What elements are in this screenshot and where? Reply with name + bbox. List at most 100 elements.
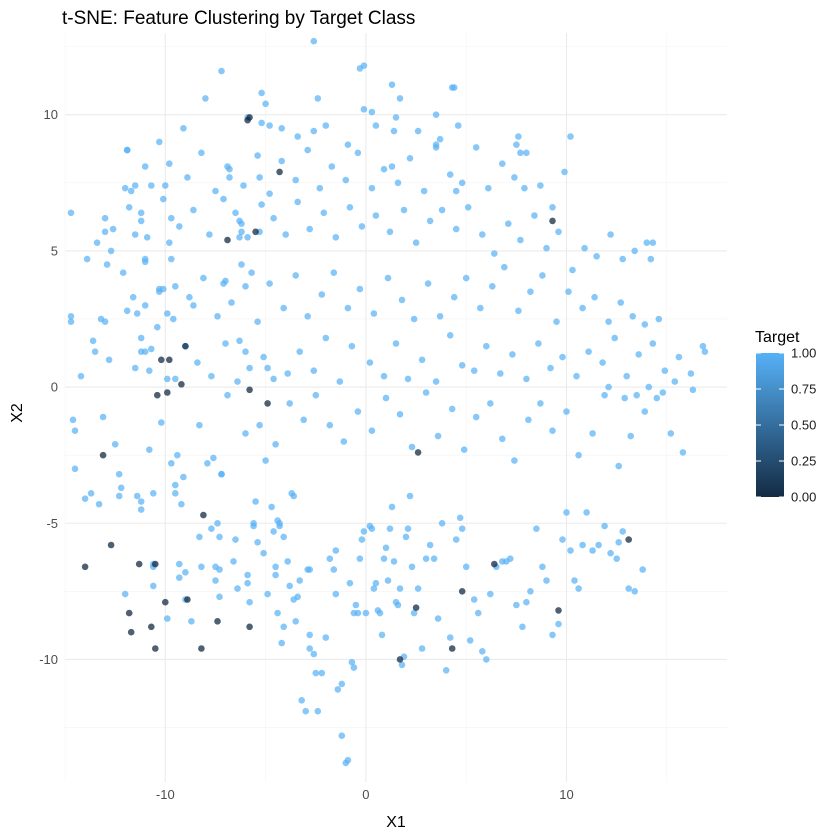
data-point-target-1	[380, 555, 388, 562]
data-point-target-1	[186, 293, 193, 301]
colorbar-tick-label: 0.25	[791, 454, 816, 469]
colorbar-tick-label: 0.75	[791, 382, 816, 397]
data-point-target-1	[507, 555, 514, 562]
data-point-target-1	[254, 152, 261, 159]
data-point-target-1	[380, 372, 388, 380]
data-point-target-1	[306, 225, 314, 233]
data-point-target-1	[368, 184, 376, 192]
data-point-target-1	[338, 732, 346, 739]
data-point-target-1	[368, 108, 376, 116]
data-point-target-1	[176, 574, 183, 581]
data-point-target-1	[599, 359, 606, 366]
data-point-target-1	[414, 585, 422, 592]
data-point-target-1	[312, 669, 320, 677]
data-point-target-1	[633, 391, 640, 399]
data-point-target-1	[236, 337, 243, 345]
data-point-target-1	[601, 391, 608, 399]
data-point-target-1	[252, 498, 259, 505]
data-point-target-1	[246, 364, 253, 372]
data-point-target-0	[99, 451, 107, 459]
data-point-target-1	[631, 588, 638, 595]
data-point-target-1	[398, 661, 406, 669]
data-point-target-1	[188, 618, 195, 625]
data-point-target-1	[196, 533, 203, 541]
data-point-target-1	[182, 569, 189, 576]
data-point-target-1	[268, 503, 275, 511]
data-point-target-1	[141, 348, 149, 356]
data-point-target-1	[212, 577, 219, 584]
data-point-target-1	[168, 460, 175, 467]
data-point-target-1	[330, 269, 338, 277]
data-point-target-0	[154, 391, 161, 399]
data-point-target-1	[655, 315, 663, 323]
data-point-target-1	[133, 492, 141, 500]
data-point-target-1	[671, 378, 679, 385]
data-point-target-1	[115, 470, 123, 478]
data-point-target-1	[276, 520, 283, 527]
data-point-target-1	[454, 122, 462, 129]
data-point-target-1	[390, 558, 398, 565]
data-point-target-1	[358, 536, 366, 543]
data-point-target-1	[625, 585, 632, 592]
y-tick-label: 10	[44, 107, 58, 122]
colorbar-ticks: 1.00 0.75 0.50 0.25 0.00	[756, 346, 816, 505]
data-point-target-1	[198, 563, 205, 571]
data-point-target-1	[99, 413, 107, 421]
data-point-target-1	[278, 639, 286, 647]
data-point-target-1	[242, 283, 249, 290]
data-point-target-1	[312, 391, 320, 399]
data-point-target-1	[107, 247, 115, 255]
data-point-target-1	[410, 609, 418, 617]
data-point-target-1	[366, 359, 374, 366]
data-point-target-1	[206, 231, 213, 238]
data-point-target-1	[619, 255, 626, 263]
data-point-target-1	[438, 520, 446, 527]
data-point-target-1	[226, 174, 233, 181]
data-point-target-1	[607, 549, 614, 557]
data-point-target-1	[338, 680, 346, 688]
data-point-target-1	[523, 598, 530, 606]
data-point-target-1	[292, 272, 300, 279]
data-point-target-1	[158, 419, 165, 426]
data-point-target-1	[143, 234, 151, 241]
data-point-target-1	[583, 509, 590, 516]
data-point-target-1	[67, 313, 75, 320]
data-point-target-1	[242, 430, 249, 437]
data-point-target-1	[190, 302, 197, 309]
data-point-target-1	[190, 206, 197, 214]
data-point-target-1	[601, 522, 608, 530]
data-point-target-1	[653, 394, 661, 402]
data-point-target-0	[549, 217, 556, 225]
data-point-target-1	[119, 269, 127, 277]
colorbar-tick-label: 0.50	[791, 418, 816, 433]
data-point-target-1	[446, 171, 454, 178]
data-point-target-1	[356, 555, 364, 562]
data-point-target-1	[154, 323, 161, 331]
data-point-target-0	[162, 598, 169, 606]
data-point-target-1	[216, 533, 223, 541]
data-point-target-1	[67, 209, 75, 217]
data-point-target-1	[294, 198, 302, 206]
data-point-target-1	[360, 106, 368, 113]
data-point-target-1	[537, 400, 544, 407]
data-point-target-1	[166, 239, 173, 246]
data-point-target-1	[595, 541, 602, 549]
data-point-target-1	[242, 348, 249, 356]
data-point-target-1	[310, 37, 318, 45]
data-point-target-1	[360, 528, 368, 535]
data-point-target-1	[517, 236, 524, 244]
data-point-target-1	[300, 416, 308, 424]
data-point-target-1	[71, 427, 79, 435]
data-point-target-1	[340, 438, 348, 445]
data-point-target-1	[256, 421, 263, 429]
data-point-target-1	[244, 579, 251, 587]
data-point-target-1	[479, 648, 486, 655]
data-point-target-1	[418, 645, 426, 652]
data-point-target-1	[479, 231, 486, 238]
data-point-target-1	[131, 231, 139, 238]
data-point-target-1	[306, 631, 314, 639]
data-point-target-1	[553, 318, 560, 326]
data-point-target-1	[226, 165, 233, 173]
data-point-target-0	[491, 560, 498, 568]
data-point-target-1	[298, 697, 306, 704]
